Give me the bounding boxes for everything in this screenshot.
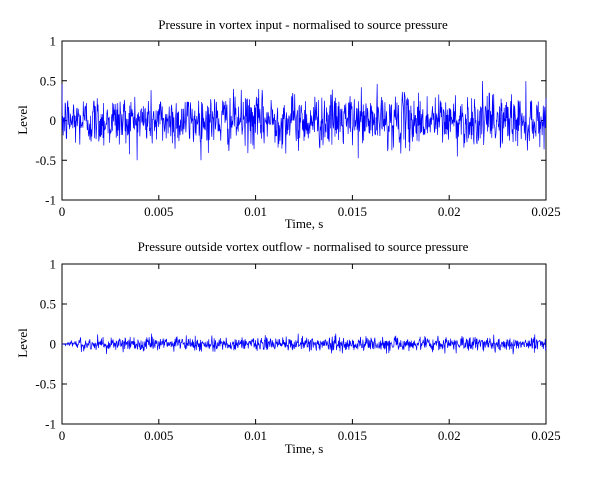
x-tick-label: 0.005 bbox=[144, 204, 173, 219]
y-tick-label: -0.5 bbox=[35, 377, 56, 392]
chart-top: Pressure in vortex input - normalised to… bbox=[15, 17, 561, 231]
x-tick-label: 0.015 bbox=[338, 428, 367, 443]
chart-top-title: Pressure in vortex input - normalised to… bbox=[158, 17, 448, 32]
x-tick-label: 0.025 bbox=[531, 428, 560, 443]
y-tick-label: -1 bbox=[45, 193, 56, 208]
chart-bottom-xlabel: Time, s bbox=[285, 441, 324, 456]
y-tick-label: 0 bbox=[50, 113, 57, 128]
x-tick-label: 0 bbox=[59, 204, 66, 219]
x-tick-label: 0.025 bbox=[531, 204, 560, 219]
y-tick-label: -0.5 bbox=[35, 153, 56, 168]
y-tick-label: 1 bbox=[50, 34, 57, 49]
chart-top-ylabel: Level bbox=[15, 105, 30, 135]
y-tick-label: 0.5 bbox=[40, 297, 56, 312]
y-tick-label: -1 bbox=[45, 417, 56, 432]
chart-top-xlabel: Time, s bbox=[285, 216, 324, 231]
chart-top-series-line bbox=[61, 81, 547, 161]
x-tick-label: 0.01 bbox=[244, 428, 267, 443]
x-tick-label: 0 bbox=[59, 428, 66, 443]
x-tick-label: 0.02 bbox=[438, 428, 461, 443]
chart-bottom-series-line bbox=[61, 333, 547, 355]
x-tick-label: 0.01 bbox=[244, 204, 267, 219]
chart-bottom-title: Pressure outside vortex outflow - normal… bbox=[138, 239, 469, 254]
y-tick-label: 0.5 bbox=[40, 73, 56, 88]
chart-bottom: Pressure outside vortex outflow - normal… bbox=[15, 239, 561, 456]
y-tick-label: 0 bbox=[50, 337, 57, 352]
x-tick-label: 0.02 bbox=[438, 204, 461, 219]
x-tick-label: 0.015 bbox=[338, 204, 367, 219]
chart-bottom-ylabel: Level bbox=[15, 328, 30, 358]
x-tick-label: 0.005 bbox=[144, 428, 173, 443]
y-tick-label: 1 bbox=[50, 257, 57, 272]
